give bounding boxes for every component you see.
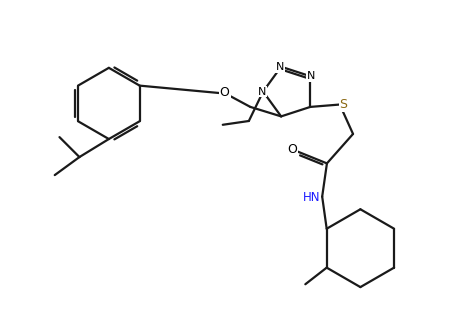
- Text: N: N: [276, 62, 284, 72]
- Text: O: O: [220, 86, 230, 99]
- Text: O: O: [287, 143, 297, 156]
- Text: N: N: [258, 86, 266, 96]
- Text: N: N: [307, 71, 315, 81]
- Text: S: S: [339, 98, 348, 111]
- Text: HN: HN: [303, 191, 320, 204]
